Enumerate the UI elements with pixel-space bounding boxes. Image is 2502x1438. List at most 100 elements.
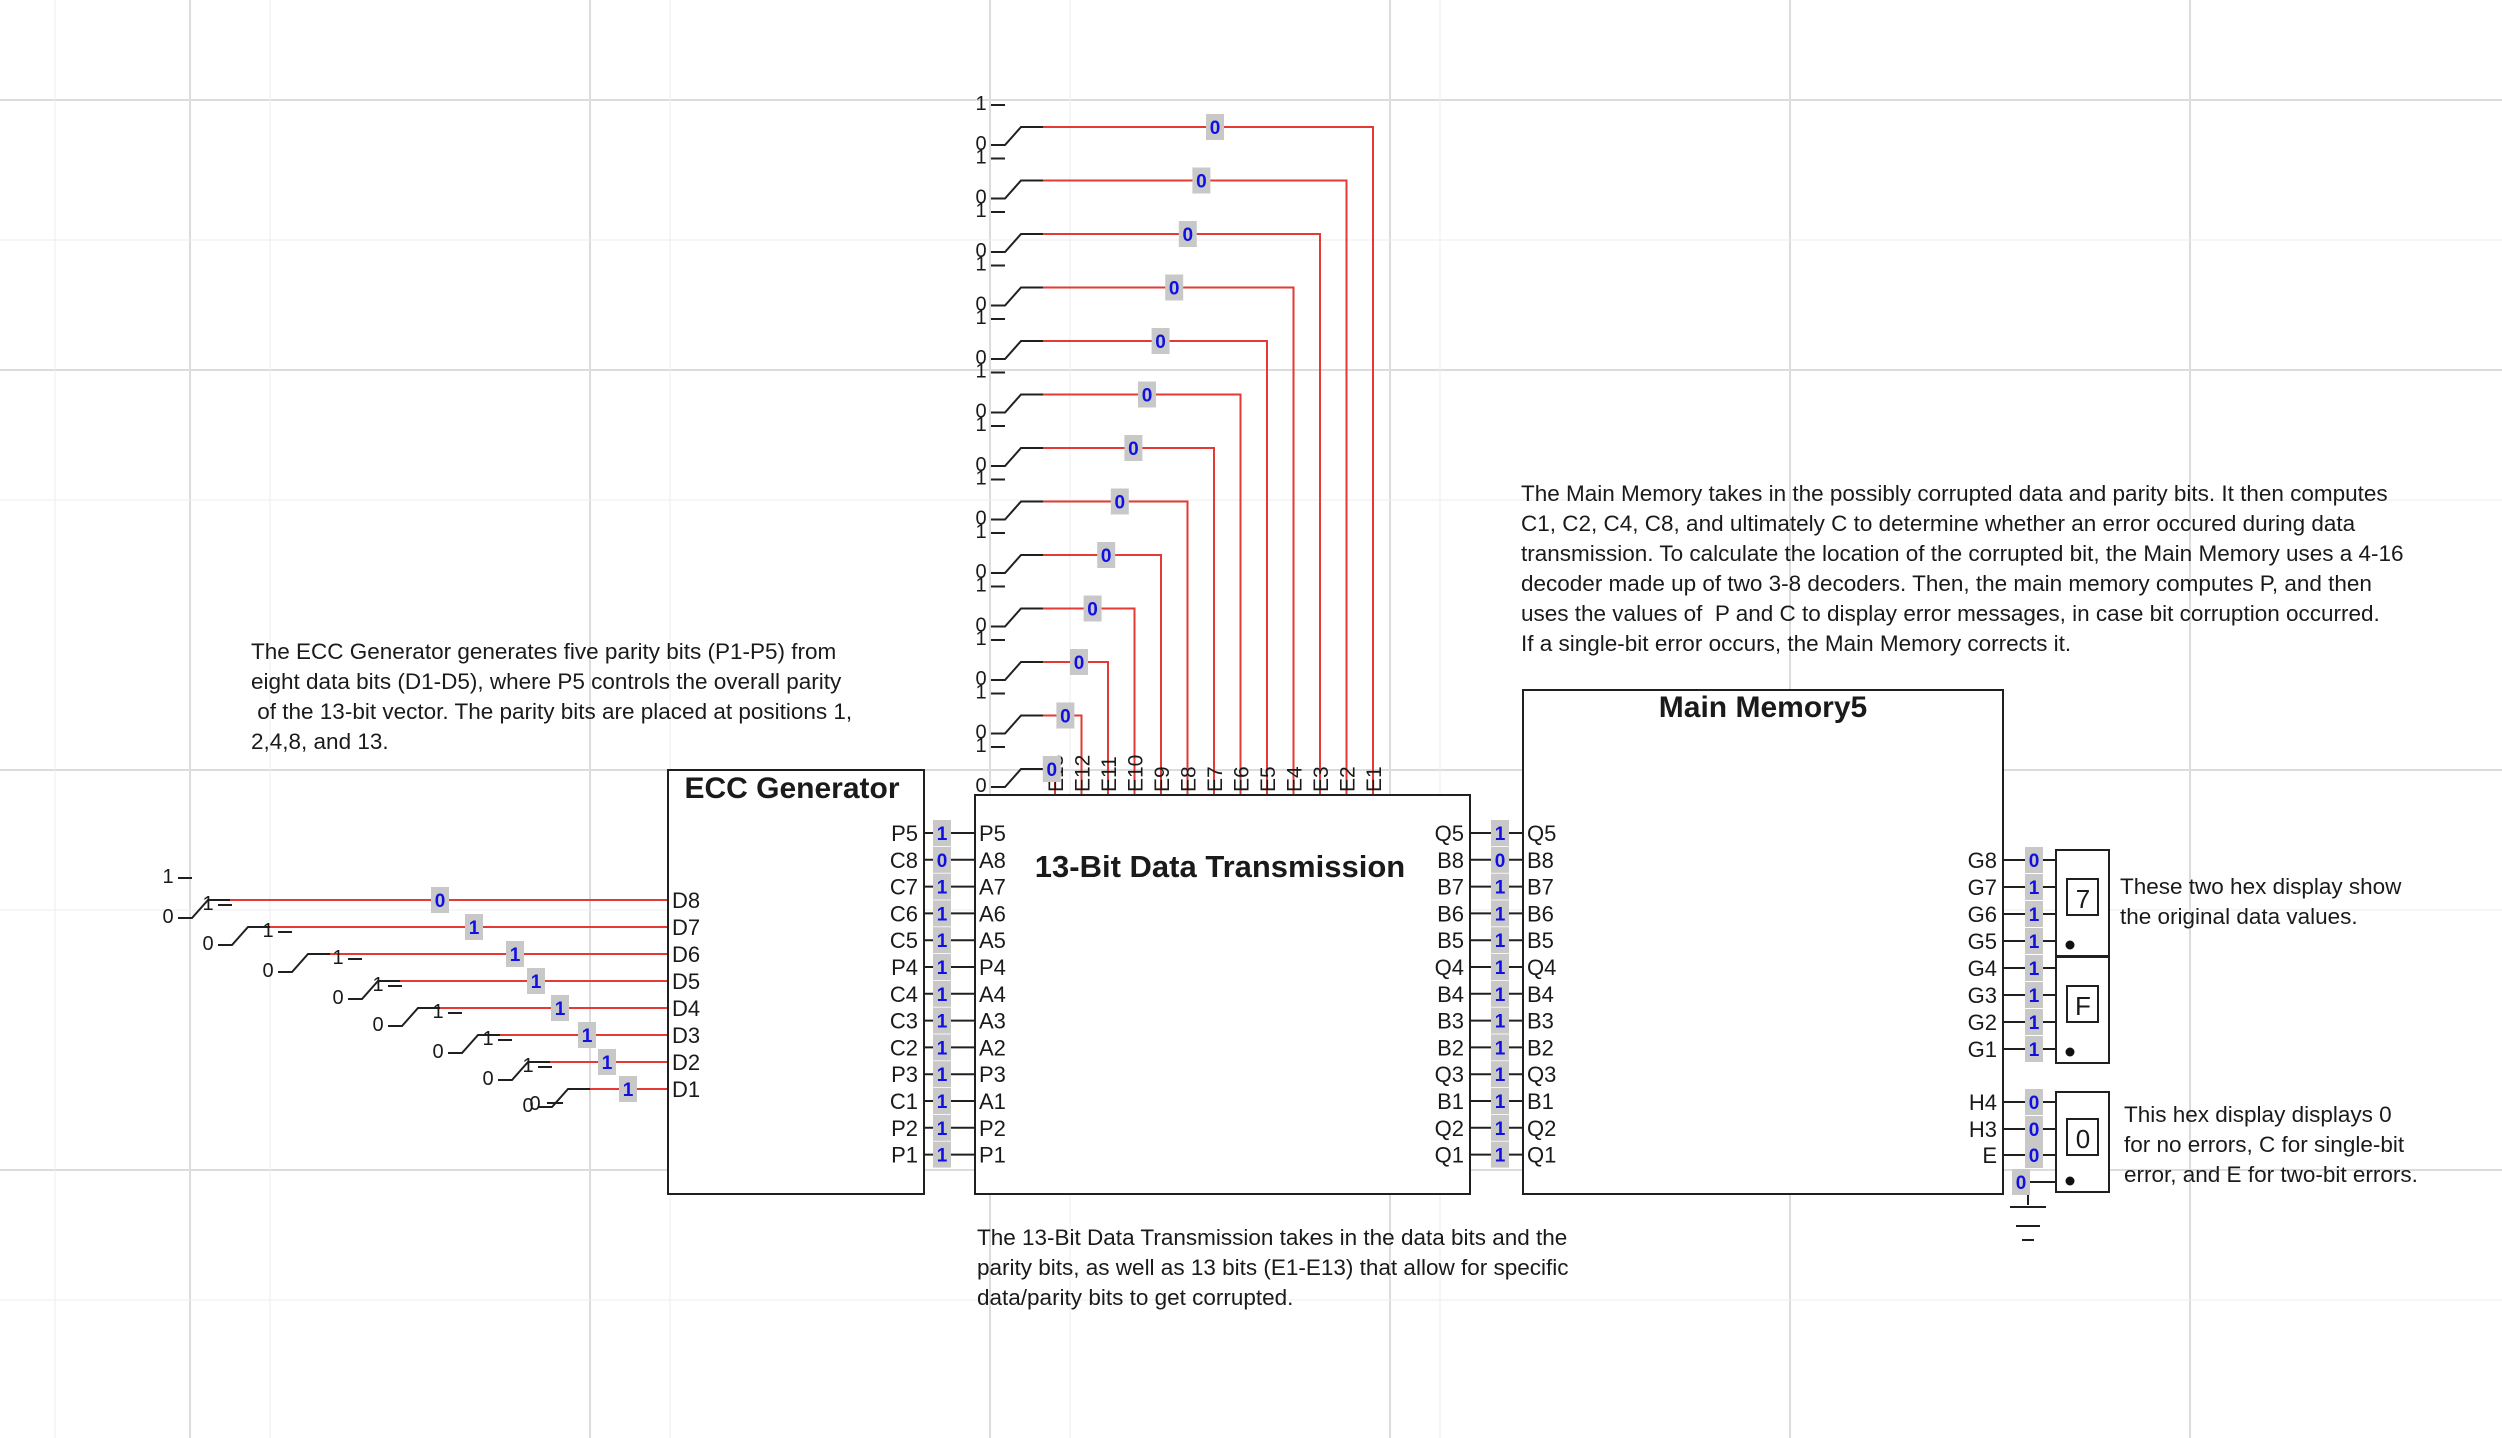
tx-top-pin-e2: E2 [1337,766,1360,792]
error-wire-e2 [1043,179,1348,795]
error-switch-e12-zero-label: 0 [975,722,986,744]
hex-display-2-digit: F [2075,991,2091,1021]
ecc-generator-note: The ECC Generator generates five parity … [251,639,853,754]
error-switch-e1-lever[interactable] [991,126,1043,146]
error-switch-e5-lever[interactable] [991,340,1043,360]
tx-q4-probe-value: 1 [1495,958,1506,979]
data-switch-d6-lever[interactable] [278,953,330,973]
data-switch-d4-lever[interactable] [388,1007,440,1027]
error-switch-e3-lever[interactable] [991,233,1043,253]
ecc-c1-probe-value: 1 [937,1092,948,1113]
error-switch-e12-one-label: 1 [975,682,986,704]
error-e10-probe-value: 0 [1087,600,1098,621]
ecc-p3-probe-value: 1 [937,1065,948,1086]
tx-b8-probe [1491,846,1509,873]
error-switch-e2-zero-label: 0 [975,187,986,209]
error-e1-probe-value: 0 [1210,118,1221,139]
tx-q4-probe [1491,954,1509,980]
tx-output-b6: B6 [1437,901,1464,926]
data-switch-d2-lever[interactable] [498,1061,550,1081]
error-switch-e9-lever[interactable] [991,554,1043,574]
error-switch-e8-one-label: 1 [975,468,986,490]
mem-g2-probe [2025,1009,2043,1035]
mem-output-g6: G6 [1968,902,1997,927]
error-switch-e9-one-label: 1 [975,521,986,543]
ecc-c2-probe-value: 1 [937,1038,948,1059]
error-switch-e7-lever[interactable] [991,447,1043,467]
ecc-output-c1: C1 [890,1089,918,1114]
ecc-c5-probe [933,927,951,954]
error-e9-probe [1097,542,1116,568]
ecc-c6-probe-value: 1 [937,904,948,925]
ecc-output-c3: C3 [890,1009,918,1034]
ecc-generator-block[interactable] [667,769,925,1195]
tx-b6-probe [1491,900,1509,927]
data-switch-d1-lever[interactable] [538,1088,590,1108]
data-d6-probe [506,941,524,967]
tx-q2-probe-value: 1 [1495,1119,1506,1140]
error-e11-probe [1070,649,1088,675]
ecc-c3-probe-value: 1 [937,1012,948,1033]
error-switch-e12-lever[interactable] [991,714,1043,735]
ecc-c6-probe [933,900,951,927]
mem-g1-probe-value: 1 [2029,1040,2040,1061]
error-switch-e6-lever[interactable] [991,393,1043,414]
data-d5-probe [527,968,545,994]
mem-output-g1: G1 [1968,1037,1997,1062]
error-switch-e13-one-label: 1 [975,735,986,757]
data-switch-d5-zero-label: 0 [332,987,343,1009]
error-switch-e4-zero-label: 0 [975,294,986,316]
mem-g6-probe-value: 1 [2029,905,2040,926]
error-e3-probe [1178,221,1197,247]
mem-output-g3: G3 [1968,983,1997,1008]
error-e7-probe [1124,435,1143,461]
tx-input-a5: A5 [979,928,1006,953]
ecc-input-d3: D3 [672,1023,700,1048]
error-e5-probe-value: 0 [1155,332,1166,353]
error-wire-e5 [1043,340,1268,795]
transmission-block[interactable] [974,794,1471,1195]
ecc-input-d5: D5 [672,969,700,994]
data-d2-probe [598,1049,616,1075]
mem-g2-probe-value: 1 [2029,1013,2040,1034]
data-switch-d3-lever[interactable] [448,1034,500,1054]
mem-input-q3: Q3 [1527,1062,1556,1087]
mem-output-g4: G4 [1968,956,1997,981]
hex-display-1-dot [2065,940,2075,950]
mem-output-g7: G7 [1968,875,1997,900]
data-switch-d7-lever[interactable] [218,926,270,946]
error-switch-e4-one-label: 1 [975,254,986,276]
main-memory-block[interactable] [1522,689,2004,1195]
error-switch-e11-lever[interactable] [991,661,1043,681]
error-switch-e7-one-label: 1 [975,414,986,436]
error-switch-e8-zero-label: 0 [975,508,986,530]
ecc-p5-probe-value: 1 [937,824,948,845]
error-switch-e10-lever[interactable] [991,607,1043,628]
error-switch-e4-lever[interactable] [991,286,1043,307]
data-switch-d5-lever[interactable] [348,980,400,1000]
ecc-c7-probe [933,873,951,900]
error-switch-e7-zero-label: 0 [975,454,986,476]
mem-h4-probe-value: 0 [2029,1093,2040,1114]
data-d3-probe [578,1022,596,1048]
data-switch-d8-zero-label: 0 [162,906,173,928]
error-switch-e1-zero-label: 0 [975,133,986,155]
ecc-input-d4: D4 [672,996,700,1021]
tx-top-pin-e1: E1 [1363,766,1386,792]
tx-output-b3: B3 [1437,1009,1464,1034]
error-switch-e8-lever[interactable] [991,500,1043,521]
error-wire-e3 [1043,233,1321,795]
error-wire-e7 [1043,447,1215,795]
data-switch-d5-one-label: 1 [332,947,343,969]
error-e12-probe [1056,702,1075,729]
tx-b5-probe-value: 1 [1495,931,1506,952]
error-switch-e2-lever[interactable] [991,179,1043,200]
error-switch-e13-lever[interactable] [991,768,1043,788]
tx-output-b2: B2 [1437,1035,1464,1060]
data-switch-d8-lever[interactable] [178,899,230,919]
tx-input-a3: A3 [979,1009,1006,1034]
mem-input-q2: Q2 [1527,1116,1556,1141]
ground-probe [2012,1169,2030,1195]
hex-display-3-dot [2065,1176,2075,1186]
data-switch-d1-zero-label: 0 [522,1095,533,1117]
